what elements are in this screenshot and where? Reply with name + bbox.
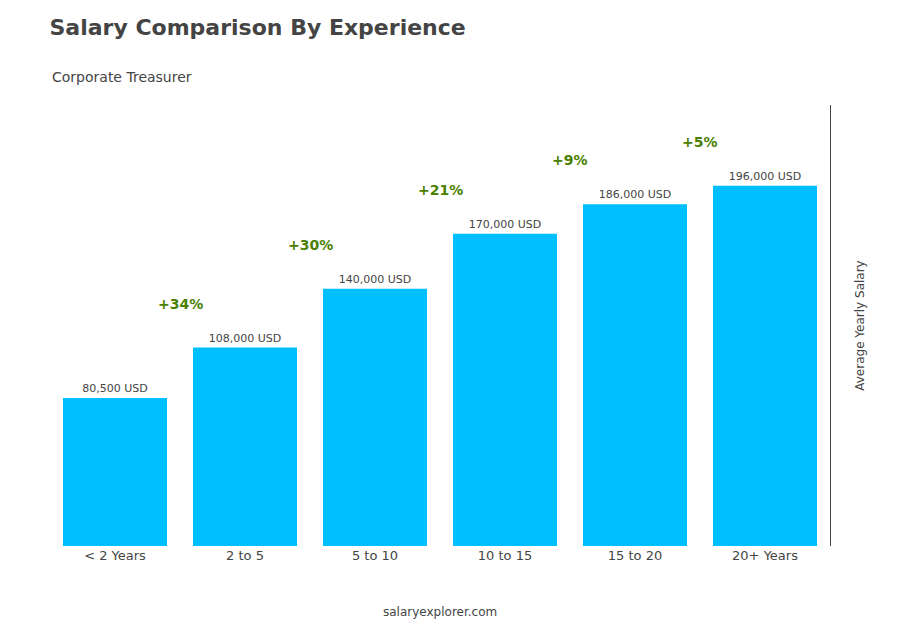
- svg-text:+34%: +34%: [158, 296, 203, 312]
- svg-text:140,000 USD: 140,000 USD: [339, 273, 412, 286]
- svg-text:80,500 USD: 80,500 USD: [82, 382, 148, 395]
- svg-text:20+ Years: 20+ Years: [732, 548, 798, 563]
- svg-text:+5%: +5%: [682, 134, 718, 150]
- svg-text:5 to 10: 5 to 10: [352, 548, 398, 563]
- svg-text:186,000 USD: 186,000 USD: [599, 188, 672, 201]
- svg-text:< 2 Years: < 2 Years: [84, 548, 146, 563]
- svg-text:108,000 USD: 108,000 USD: [209, 332, 282, 345]
- svg-text:10 to 15: 10 to 15: [478, 548, 532, 563]
- svg-text:Corporate Treasurer: Corporate Treasurer: [52, 69, 192, 85]
- svg-text:2 to 5: 2 to 5: [226, 548, 264, 563]
- svg-text:+9%: +9%: [552, 152, 588, 168]
- svg-text:+21%: +21%: [418, 182, 463, 198]
- svg-text:Salary Comparison By Experienc: Salary Comparison By Experience: [50, 15, 466, 40]
- svg-text:Average Yearly Salary: Average Yearly Salary: [853, 260, 867, 390]
- svg-text:salaryexplorer.com: salaryexplorer.com: [383, 605, 497, 619]
- svg-text:+30%: +30%: [288, 237, 333, 253]
- svg-text:170,000 USD: 170,000 USD: [469, 218, 542, 231]
- svg-text:15 to 20: 15 to 20: [608, 548, 662, 563]
- svg-text:196,000 USD: 196,000 USD: [729, 170, 802, 183]
